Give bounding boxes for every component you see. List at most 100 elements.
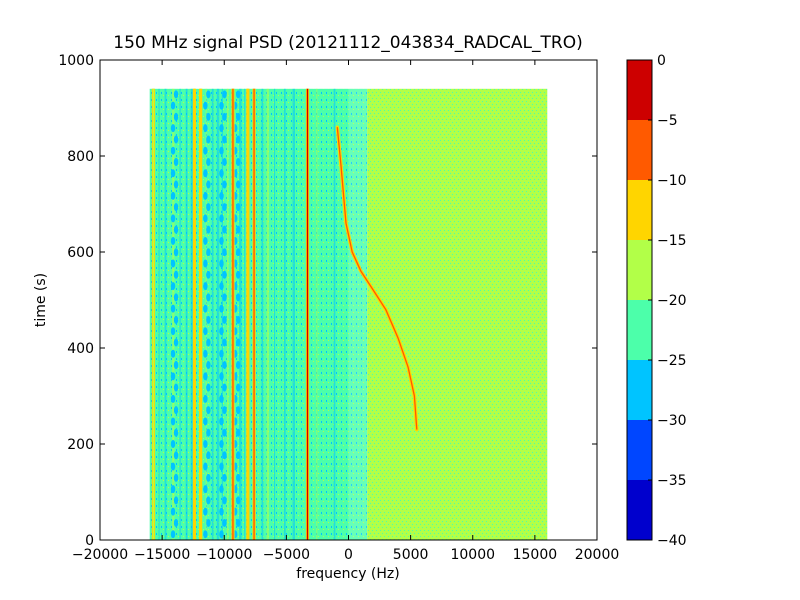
heatmap-mottle bbox=[173, 248, 179, 257]
heatmap-mottle bbox=[206, 361, 211, 370]
heatmap-mottle bbox=[219, 417, 224, 426]
heatmap-mottle bbox=[173, 361, 179, 370]
x-tick-label: −5000 bbox=[263, 547, 310, 563]
heatmap-mottle bbox=[203, 507, 208, 516]
x-tick-label: 15000 bbox=[513, 547, 558, 563]
heatmap-mottle bbox=[170, 236, 176, 245]
heatmap-mottle bbox=[219, 282, 224, 291]
heatmap-mottle bbox=[206, 270, 211, 279]
heatmap-mottle bbox=[235, 496, 241, 505]
x-tick-label: −10000 bbox=[196, 547, 252, 563]
heatmap-mottle bbox=[203, 236, 208, 245]
heatmap-transition bbox=[348, 88, 368, 540]
heatmap-mottle bbox=[219, 440, 224, 448]
x-axis: −20000 −15000 −10000 −5000 0 5000 10000 15000 20… bbox=[72, 60, 619, 563]
heatmap-mottle bbox=[203, 169, 208, 178]
heatmap-stripe bbox=[172, 88, 175, 540]
colorbar-tick-label: −5 bbox=[657, 113, 678, 129]
heatmap-mottle bbox=[235, 180, 241, 189]
heatmap-mottle bbox=[206, 90, 211, 99]
heatmap-mottle bbox=[173, 383, 179, 392]
heatmap-mottle bbox=[170, 191, 176, 200]
heatmap-stripe bbox=[190, 88, 194, 540]
heatmap-mottle bbox=[219, 236, 224, 245]
heatmap-mottle bbox=[206, 406, 211, 415]
heatmap-mottle bbox=[222, 406, 227, 415]
heatmap-mottle bbox=[222, 383, 227, 392]
heatmap-mottle bbox=[219, 394, 224, 403]
heatmap-mottle bbox=[222, 518, 227, 527]
heatmap-mottle bbox=[173, 451, 179, 460]
heatmap-mottle bbox=[206, 135, 211, 144]
y-tick-label: 1000 bbox=[58, 53, 94, 69]
heatmap-mottle bbox=[235, 428, 241, 437]
heatmap-stripe bbox=[179, 88, 181, 540]
heatmap-mottle bbox=[170, 282, 176, 291]
heatmap-mottle bbox=[170, 372, 176, 381]
heatmap-mottle bbox=[170, 417, 176, 426]
heatmap-mottle bbox=[222, 180, 227, 189]
heatmap-mottle bbox=[235, 135, 241, 144]
heatmap-mottle bbox=[203, 214, 208, 223]
heatmap-mottle bbox=[203, 349, 208, 358]
heatmap-mottle bbox=[170, 485, 176, 494]
heatmap-stripe bbox=[211, 88, 214, 540]
colorbar-tick-label: −30 bbox=[657, 413, 687, 429]
heatmap-mottle bbox=[170, 146, 176, 155]
heatmap-mottle bbox=[206, 518, 211, 527]
heatmap-mottle bbox=[206, 293, 211, 302]
colorbar-segment bbox=[627, 360, 652, 420]
heatmap-mottle bbox=[170, 214, 176, 223]
heatmap-mottle bbox=[235, 225, 241, 234]
heatmap-mottle bbox=[203, 372, 208, 381]
heatmap-stripe bbox=[261, 88, 264, 540]
x-axis-label: frequency (Hz) bbox=[296, 566, 399, 582]
heatmap-mottle bbox=[173, 112, 179, 121]
heatmap-mottle bbox=[203, 327, 208, 336]
y-axis: 0 200 400 600 800 1000 bbox=[58, 53, 597, 549]
heatmap-mottle bbox=[219, 259, 224, 268]
heatmap-stripe bbox=[283, 88, 286, 540]
colorbar-tick-label: −20 bbox=[657, 293, 687, 309]
colorbar-segment bbox=[627, 180, 652, 240]
heatmap-mottle bbox=[170, 462, 176, 471]
heatmap-mottle bbox=[206, 473, 211, 482]
colorbar-tick-label: 0 bbox=[657, 53, 666, 69]
heatmap-mottle bbox=[222, 315, 227, 324]
heatmap-stripe bbox=[266, 88, 269, 540]
heatmap-mottle bbox=[206, 338, 211, 347]
heatmap-stripe bbox=[164, 88, 167, 540]
x-tick-label: 5000 bbox=[393, 547, 429, 563]
heatmap-mottle bbox=[173, 518, 179, 527]
heatmap-mottle bbox=[206, 112, 211, 121]
heatmap-mottle bbox=[235, 518, 241, 527]
heatmap-mottle bbox=[203, 530, 208, 539]
y-tick-label: 200 bbox=[67, 437, 94, 453]
y-tick-label: 600 bbox=[67, 245, 94, 261]
heatmap-mottle bbox=[219, 124, 224, 133]
heatmap-mottle bbox=[173, 473, 179, 482]
heatmap-mottle bbox=[203, 485, 208, 494]
heatmap-mottle bbox=[170, 394, 176, 403]
heatmap-mottle bbox=[203, 417, 208, 426]
heatmap-mottle bbox=[206, 496, 211, 505]
heatmap-mottle bbox=[222, 496, 227, 505]
heatmap-mottle bbox=[219, 191, 224, 200]
heatmap-mottle bbox=[206, 180, 211, 189]
heatmap-mottle bbox=[222, 451, 227, 460]
heatmap-mottle bbox=[235, 158, 241, 166]
heatmap-mottle bbox=[219, 372, 224, 381]
heatmap-mottle bbox=[203, 282, 208, 291]
heatmap-mottle bbox=[203, 462, 208, 471]
heatmap-mottle bbox=[219, 169, 224, 178]
heatmap-mottle bbox=[222, 270, 227, 279]
heatmap-mottle bbox=[219, 304, 224, 313]
heatmap-mottle bbox=[203, 440, 208, 448]
colorbar-segment bbox=[627, 240, 652, 300]
heatmap-mottle bbox=[173, 158, 179, 166]
colorbar-tick-label: −15 bbox=[657, 233, 687, 249]
heatmap-mottle bbox=[222, 361, 227, 370]
heatmap-mottle bbox=[235, 338, 241, 347]
heatmap-mottle bbox=[173, 135, 179, 144]
